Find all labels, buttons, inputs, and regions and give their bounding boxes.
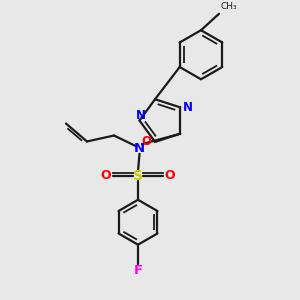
Text: S: S	[133, 169, 143, 183]
Text: N: N	[136, 109, 146, 122]
Text: CH₃: CH₃	[220, 2, 237, 11]
Text: F: F	[134, 264, 142, 277]
Text: N: N	[134, 142, 145, 155]
Text: O: O	[142, 135, 152, 148]
Text: O: O	[165, 169, 176, 182]
Text: O: O	[100, 169, 111, 182]
Text: N: N	[182, 101, 192, 114]
